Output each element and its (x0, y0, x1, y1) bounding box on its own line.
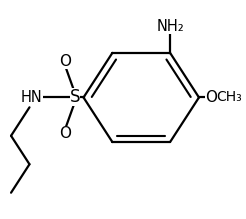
Text: HN: HN (21, 90, 43, 105)
Text: O: O (59, 54, 71, 69)
Text: CH₃: CH₃ (217, 90, 242, 104)
Text: O: O (59, 126, 71, 141)
Text: NH₂: NH₂ (156, 19, 184, 34)
Text: S: S (70, 88, 80, 106)
Text: O: O (205, 90, 217, 105)
